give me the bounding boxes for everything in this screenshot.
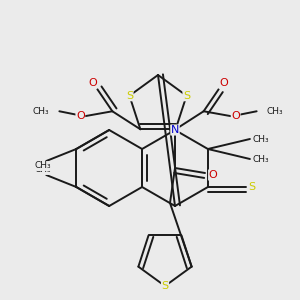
Text: O: O: [208, 170, 217, 180]
Text: CH₃: CH₃: [267, 107, 283, 116]
Text: S: S: [161, 281, 169, 291]
Text: S: S: [126, 91, 133, 101]
Text: O: O: [76, 111, 85, 121]
Text: N: N: [171, 125, 179, 135]
Text: CH₃: CH₃: [35, 161, 52, 170]
Text: CH₃: CH₃: [253, 134, 269, 143]
Text: S: S: [248, 182, 256, 192]
Text: O: O: [88, 78, 97, 88]
Text: O: O: [219, 78, 228, 88]
Text: CH₃: CH₃: [253, 154, 269, 164]
Text: O: O: [231, 111, 240, 121]
Text: CH₃: CH₃: [33, 107, 50, 116]
Text: S: S: [183, 91, 190, 101]
Text: CH₃: CH₃: [35, 166, 52, 175]
